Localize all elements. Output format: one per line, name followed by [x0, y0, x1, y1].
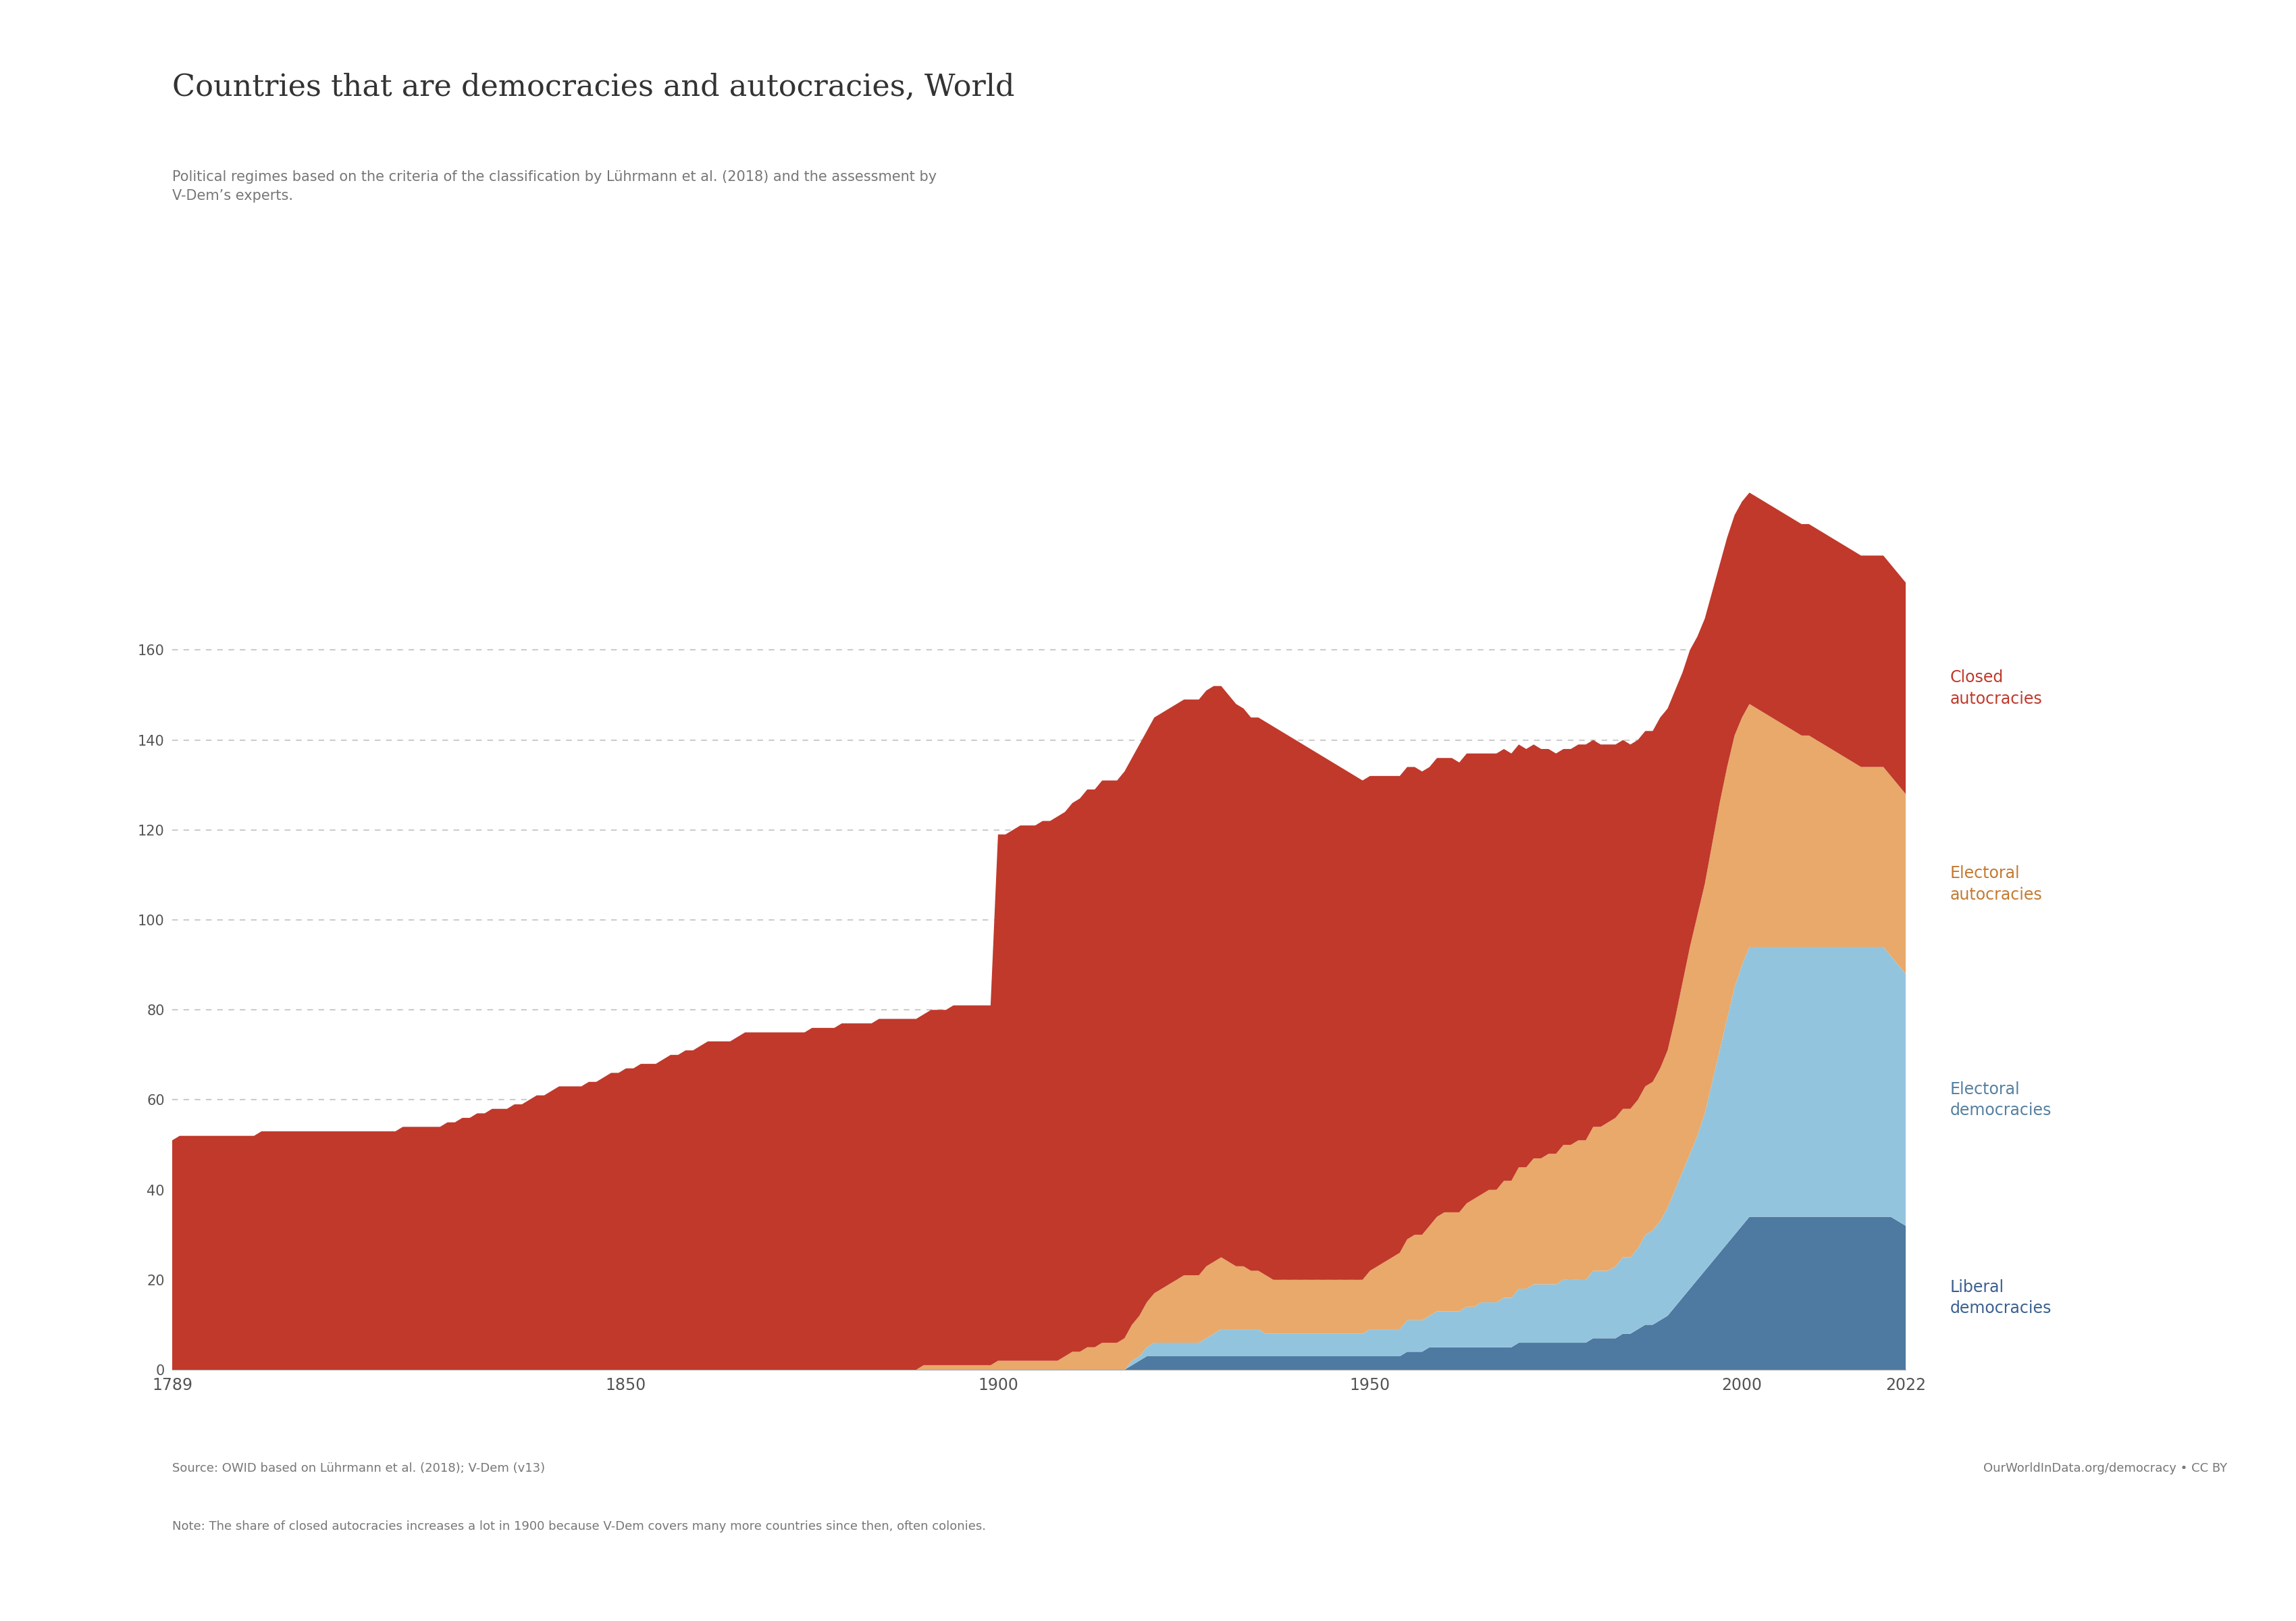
- Text: Our World: Our World: [2073, 70, 2156, 83]
- Text: Source: OWID based on Lührmann et al. (2018); V-Dem (v13): Source: OWID based on Lührmann et al. (2…: [172, 1462, 544, 1475]
- Text: Political regimes based on the criteria of the classification by Lührmann et al.: Political regimes based on the criteria …: [172, 170, 937, 203]
- Text: Liberal
democracies: Liberal democracies: [1949, 1279, 2053, 1316]
- Text: Countries that are democracies and autocracies, World: Countries that are democracies and autoc…: [172, 73, 1015, 102]
- Text: OurWorldInData.org/democracy • CC BY: OurWorldInData.org/democracy • CC BY: [1984, 1462, 2227, 1475]
- Text: Note: The share of closed autocracies increases a lot in 1900 because V-Dem cove: Note: The share of closed autocracies in…: [172, 1520, 985, 1533]
- Text: Electoral
autocracies: Electoral autocracies: [1949, 866, 2043, 903]
- Text: Electoral
democracies: Electoral democracies: [1949, 1081, 2053, 1118]
- Text: Closed
autocracies: Closed autocracies: [1949, 669, 2043, 707]
- Text: in Data: in Data: [2087, 117, 2142, 131]
